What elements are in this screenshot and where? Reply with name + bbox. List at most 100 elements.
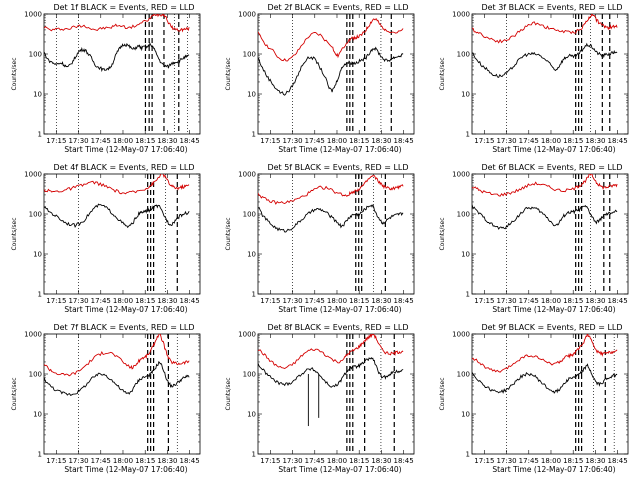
x-tick-label: 18:00 — [541, 457, 561, 465]
y-axis-label: Counts/sec — [11, 377, 18, 410]
y-tick-label: 1 — [252, 131, 256, 139]
x-axis-label: Start Time (12-May-07 17:06:40) — [492, 145, 615, 154]
chart-panel-5: Det 5f BLACK = Events, RED = LLD 1 10 100 10… — [225, 163, 415, 314]
x-tick-label: 17:45 — [91, 457, 111, 465]
plot-frame — [257, 13, 415, 135]
events-series-line — [44, 203, 190, 229]
x-tick-label: 17:45 — [305, 297, 325, 305]
x-tick-label: 18:15 — [135, 297, 155, 305]
plot-frame — [257, 173, 415, 295]
chart-title: Det 2f BLACK = Events, RED = LLD — [267, 3, 408, 12]
y-axis-label: Counts/sec — [225, 57, 232, 90]
plot-frame — [43, 333, 201, 455]
plot-frame — [471, 173, 629, 295]
y-tick-label: 10 — [33, 411, 42, 419]
chart-panel-4: Det 4f BLACK = Events, RED = LLD 1 10 100 10… — [11, 163, 201, 314]
y-tick-label: 100 — [457, 51, 470, 59]
x-tick-label: 18:45 — [608, 457, 628, 465]
events-series-line — [44, 360, 190, 396]
y-tick-label: 10 — [33, 91, 42, 99]
y-axis-label: Counts/sec — [439, 377, 446, 410]
plot-frame — [471, 333, 629, 455]
y-axis-label: Counts/sec — [11, 57, 18, 90]
x-tick-label: 17:45 — [91, 297, 111, 305]
plot-frame — [43, 173, 201, 295]
x-tick-label: 18:15 — [135, 137, 155, 145]
x-tick-label: 17:15 — [260, 457, 280, 465]
plot-frame — [257, 333, 415, 455]
x-tick-label: 18:00 — [541, 297, 561, 305]
x-tick-label: 17:30 — [496, 457, 516, 465]
x-tick-label: 17:45 — [519, 457, 539, 465]
x-tick-label: 18:30 — [157, 457, 177, 465]
events-series-line — [258, 46, 404, 96]
y-tick-label: 1 — [466, 451, 470, 459]
y-tick-label: 1000 — [452, 171, 470, 179]
x-tick-label: 17:30 — [282, 297, 302, 305]
y-axis-label: Counts/sec — [439, 57, 446, 90]
x-axis-label: Start Time (12-May-07 17:06:40) — [492, 465, 615, 474]
x-tick-label: 17:30 — [68, 297, 88, 305]
x-tick-label: 17:30 — [68, 137, 88, 145]
x-tick-label: 17:45 — [519, 137, 539, 145]
x-tick-label: 17:45 — [91, 137, 111, 145]
x-tick-label: 17:15 — [46, 137, 66, 145]
y-tick-label: 10 — [247, 411, 256, 419]
x-tick-label: 18:45 — [608, 297, 628, 305]
y-tick-label: 1000 — [452, 11, 470, 19]
x-tick-label: 18:45 — [180, 297, 200, 305]
x-tick-label: 18:00 — [327, 297, 347, 305]
plot-frame — [471, 13, 629, 135]
x-tick-label: 18:45 — [180, 457, 200, 465]
x-axis-label: Start Time (12-May-07 17:06:40) — [278, 145, 401, 154]
y-tick-label: 100 — [243, 51, 256, 59]
x-tick-label: 17:45 — [519, 297, 539, 305]
events-series-line — [44, 42, 190, 73]
chart-title: Det 5f BLACK = Events, RED = LLD — [267, 163, 408, 172]
x-tick-label: 17:15 — [260, 137, 280, 145]
x-tick-label: 18:15 — [563, 137, 583, 145]
x-tick-label: 18:15 — [349, 137, 369, 145]
y-tick-label: 10 — [461, 411, 470, 419]
chart-panel-8: Det 8f BLACK = Events, RED = LLD 1 10 100 10… — [225, 323, 415, 474]
x-tick-label: 18:15 — [563, 297, 583, 305]
x-tick-label: 17:30 — [496, 137, 516, 145]
x-tick-label: 18:00 — [113, 457, 133, 465]
y-tick-label: 10 — [461, 251, 470, 259]
y-tick-label: 100 — [457, 211, 470, 219]
lld-series-line — [44, 14, 190, 33]
y-tick-label: 1 — [466, 131, 470, 139]
chart-title: Det 9f BLACK = Events, RED = LLD — [481, 323, 622, 332]
x-tick-label: 17:30 — [68, 457, 88, 465]
lld-series-line — [258, 18, 404, 62]
x-tick-label: 17:15 — [260, 297, 280, 305]
x-tick-label: 17:45 — [305, 137, 325, 145]
x-tick-label: 18:15 — [349, 457, 369, 465]
x-tick-label: 18:45 — [608, 137, 628, 145]
x-axis-label: Start Time (12-May-07 17:06:40) — [64, 465, 187, 474]
x-tick-label: 17:15 — [474, 457, 494, 465]
x-tick-label: 18:30 — [157, 297, 177, 305]
x-tick-label: 17:15 — [46, 457, 66, 465]
x-tick-label: 17:30 — [282, 457, 302, 465]
y-tick-label: 1 — [252, 451, 256, 459]
x-tick-label: 18:30 — [585, 137, 605, 145]
y-tick-label: 1000 — [24, 171, 42, 179]
x-tick-label: 18:00 — [113, 137, 133, 145]
plot-frame — [43, 13, 201, 135]
x-axis-label: Start Time (12-May-07 17:06:40) — [278, 305, 401, 314]
y-tick-label: 1000 — [24, 331, 42, 339]
y-tick-label: 100 — [29, 211, 42, 219]
chart-panel-1: Det 1f BLACK = Events, RED = LLD 1 10 100 10… — [11, 3, 201, 154]
chart-panel-9: Det 9f BLACK = Events, RED = LLD 1 10 100 10… — [439, 323, 629, 474]
chart-title: Det 8f BLACK = Events, RED = LLD — [267, 323, 408, 332]
events-series-line — [472, 363, 618, 394]
chart-title: Det 4f BLACK = Events, RED = LLD — [53, 163, 194, 172]
x-axis-label: Start Time (12-May-07 17:06:40) — [492, 305, 615, 314]
lld-series-line — [258, 174, 404, 205]
chart-panel-7: Det 7f BLACK = Events, RED = LLD 1 10 100 10… — [11, 323, 201, 474]
y-tick-label: 100 — [29, 51, 42, 59]
x-tick-label: 18:30 — [371, 137, 391, 145]
y-tick-label: 10 — [33, 251, 42, 259]
